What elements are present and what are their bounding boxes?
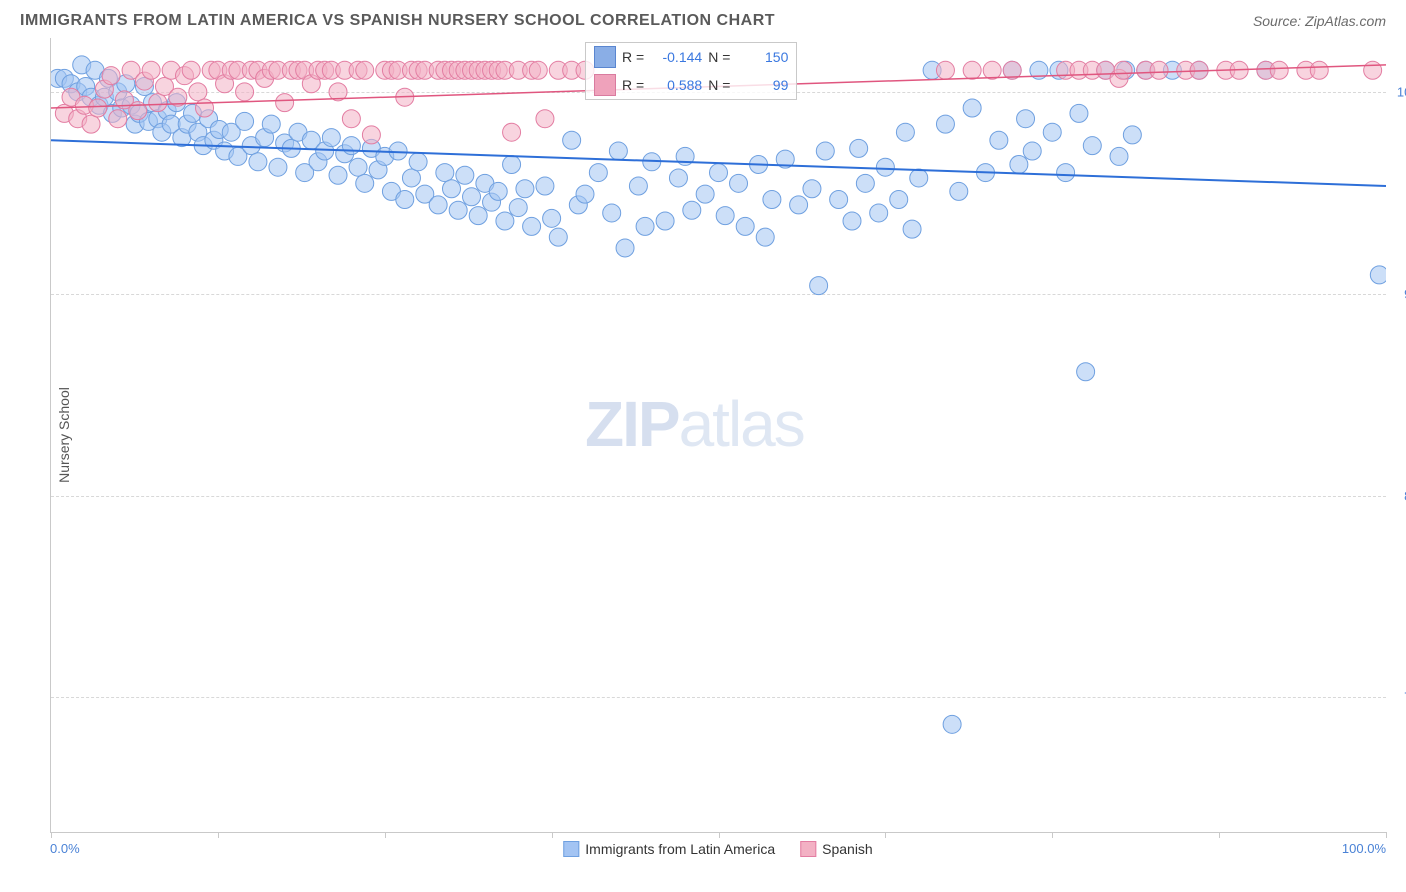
legend-item-1: Immigrants from Latin America [563, 841, 775, 857]
source-prefix: Source: [1253, 13, 1305, 29]
x-axis-labels: 0.0% Immigrants from Latin America Spani… [50, 841, 1386, 871]
x-tick-mark [552, 832, 553, 838]
x-tick-mark [1386, 832, 1387, 838]
r-value-2: 0.588 [650, 77, 702, 93]
n-value-1: 150 [736, 49, 788, 65]
n-value-2: 99 [736, 77, 788, 93]
stats-swatch-2 [594, 74, 616, 96]
source-value: ZipAtlas.com [1305, 13, 1386, 29]
x-tick-mark [385, 832, 386, 838]
n-label-1: N = [708, 49, 730, 65]
stats-row-1: R = -0.144 N = 150 [586, 43, 796, 71]
chart-area: Nursery School ZIPatlas R = -0.144 N = 1… [50, 38, 1386, 833]
chart-title: IMMIGRANTS FROM LATIN AMERICA VS SPANISH… [20, 12, 775, 30]
stats-row-2: R = 0.588 N = 99 [586, 71, 796, 99]
r-label-2: R = [622, 77, 644, 93]
x-tick-mark [719, 832, 720, 838]
legend-swatch-1 [563, 841, 579, 857]
y-tick-label: 100.0% [1397, 84, 1406, 99]
legend-label-2: Spanish [822, 841, 873, 857]
x-tick-mark [218, 832, 219, 838]
r-value-1: -0.144 [650, 49, 702, 65]
x-tick-mark [885, 832, 886, 838]
x-min-label: 0.0% [50, 841, 80, 856]
legend-label-1: Immigrants from Latin America [585, 841, 775, 857]
legend-item-2: Spanish [800, 841, 873, 857]
x-tick-mark [51, 832, 52, 838]
chart-header: IMMIGRANTS FROM LATIN AMERICA VS SPANISH… [0, 0, 1406, 38]
n-label-2: N = [708, 77, 730, 93]
plot-svg [51, 38, 1386, 832]
stats-box: R = -0.144 N = 150 R = 0.588 N = 99 [585, 42, 797, 100]
source-label: Source: ZipAtlas.com [1253, 13, 1386, 29]
bottom-legend: Immigrants from Latin America Spanish [563, 841, 872, 857]
legend-swatch-2 [800, 841, 816, 857]
x-tick-mark [1219, 832, 1220, 838]
x-max-label: 100.0% [1342, 841, 1386, 856]
r-label-1: R = [622, 49, 644, 65]
stats-swatch-1 [594, 46, 616, 68]
x-tick-mark [1052, 832, 1053, 838]
